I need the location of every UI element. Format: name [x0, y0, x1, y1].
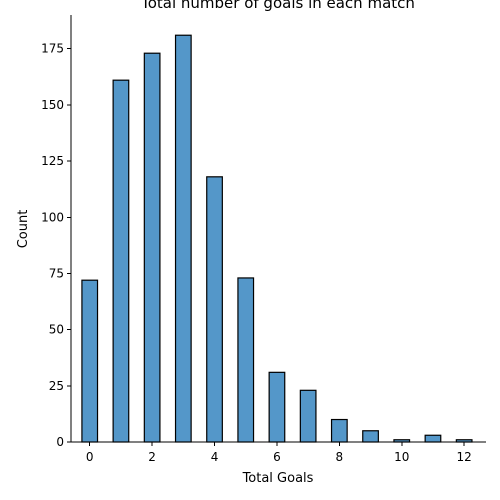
bar-goals-9 — [362, 430, 379, 443]
x-tick-label: 0 — [86, 450, 94, 464]
bar-goals-7 — [299, 389, 317, 443]
x-tick-label: 4 — [211, 450, 219, 464]
bar-goals-11 — [424, 434, 442, 443]
bars-group — [81, 34, 473, 443]
y-tick-label: 0 — [56, 435, 64, 449]
bar-goals-0 — [81, 279, 99, 443]
chart-title: Total number of goals in each match — [140, 0, 415, 12]
x-tick-label: 2 — [148, 450, 156, 464]
x-tick-label: 8 — [336, 450, 344, 464]
x-tick-label: 6 — [273, 450, 281, 464]
bar-goals-5 — [237, 277, 255, 443]
bar-goals-3 — [174, 34, 192, 443]
x-axis-label: Total Goals — [242, 471, 314, 486]
x-tick-label: 12 — [457, 450, 472, 464]
y-tick-label: 125 — [41, 154, 64, 168]
bar-goals-8 — [330, 418, 348, 443]
y-tick-label: 75 — [49, 266, 64, 280]
y-tick-label: 175 — [41, 42, 64, 56]
y-tick-label: 100 — [41, 210, 64, 224]
bar-goals-2 — [143, 52, 161, 443]
bar-goals-1 — [112, 79, 130, 443]
y-tick-label: 50 — [49, 323, 64, 337]
x-ticks-group: 0 2 4 6 8 10 12 — [86, 442, 472, 464]
y-tick-label: 150 — [41, 98, 64, 112]
bar-goals-6 — [268, 371, 286, 443]
y-tick-label: 25 — [49, 379, 64, 393]
y-ticks-group: 0 25 50 75 100 125 150 175 — [41, 42, 71, 449]
x-tick-label: 10 — [394, 450, 409, 464]
y-axis-label: Count — [16, 210, 31, 249]
bar-goals-4 — [206, 176, 223, 443]
